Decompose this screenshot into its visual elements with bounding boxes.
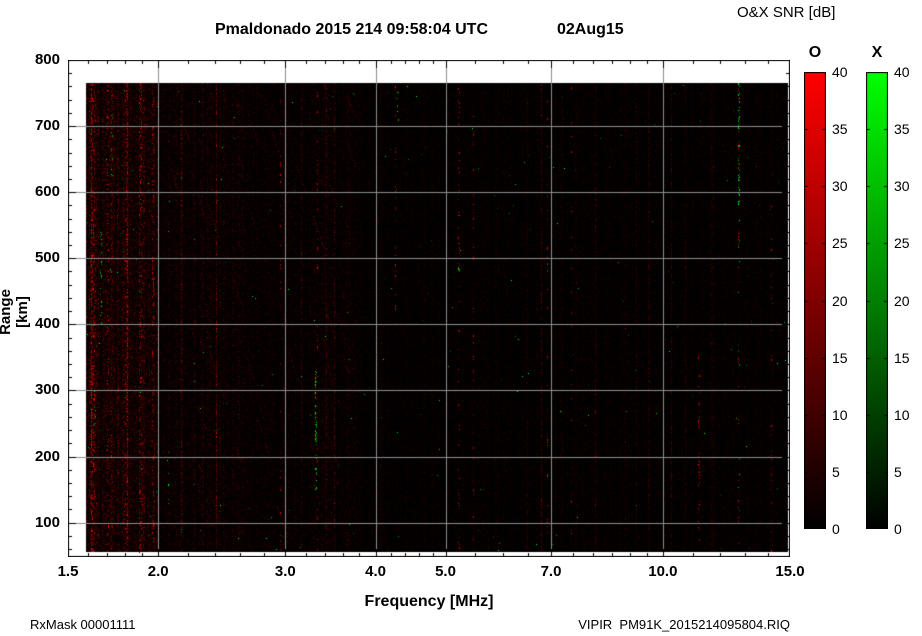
y-tick-label: 500 [34,249,60,267]
y-tick-label: 300 [34,381,60,399]
colorbar-tick-label: 15 [832,349,848,366]
colorbar-tick-label: 10 [832,406,848,423]
rx-mask-text: RxMask 00001111 [30,617,136,632]
x-tick-label: 15.0 [775,563,805,580]
y-tick-label: 800 [34,51,60,68]
y-tick-label: 400 [34,315,60,333]
plot-date: 02Aug15 [557,21,624,38]
x-tick-label: 10.0 [648,563,678,580]
y-tick-label: 600 [34,183,60,201]
colorbar-tick-label: 5 [832,463,840,480]
ionogram-heatmap-canvas [68,60,790,557]
x-colorbar [866,72,888,529]
x-tick-label: 1.5 [57,563,79,580]
colorbar-tick-label: 0 [894,521,902,537]
colorbar-tick-label: 30 [894,178,910,195]
colorbar-tick-label: 25 [894,235,910,252]
x-tick-label: 4.0 [365,563,386,580]
y-tick-label: 100 [34,513,60,531]
colorbar-tick-label: 15 [894,349,910,366]
colorbar-tick-label: 25 [832,235,848,252]
x-tick-label: 3.0 [274,563,296,580]
y-tick-label: 200 [34,447,60,465]
colorbar-tick-label: 35 [832,121,848,138]
y-axis-label: Range [km] [0,289,31,335]
file-name-text: VIPIR PM91K_2015214095804.RIQ [578,617,790,632]
colorbar-tick-label: 35 [894,121,910,138]
colorbar-tick-label: 0 [832,521,840,537]
colorbar-tick-label: 20 [832,292,848,309]
x-colorbar-header: X [871,44,883,61]
colorbar-tick-label: 30 [832,178,848,195]
x-axis-label: Frequency [MHz] [364,593,494,610]
o-colorbar [804,72,826,529]
x-tick-label: 7.0 [540,563,562,580]
colorbar-tick-label: 10 [894,406,910,423]
colorbar-tick-label: 20 [894,292,910,309]
y-tick-label: 700 [34,117,60,135]
colorbar-tick-label: 40 [832,64,848,80]
colorbar-panel-title: O&X SNR [dB] [737,4,836,21]
plot-title: Pmaldonado 2015 214 09:58:04 UTC [215,21,489,38]
o-colorbar-header: O [808,44,822,61]
colorbar-tick-label: 5 [894,463,902,480]
x-tick-label: 2.0 [147,563,169,580]
x-tick-label: 5.0 [435,563,456,580]
colorbar-tick-label: 40 [894,64,910,80]
